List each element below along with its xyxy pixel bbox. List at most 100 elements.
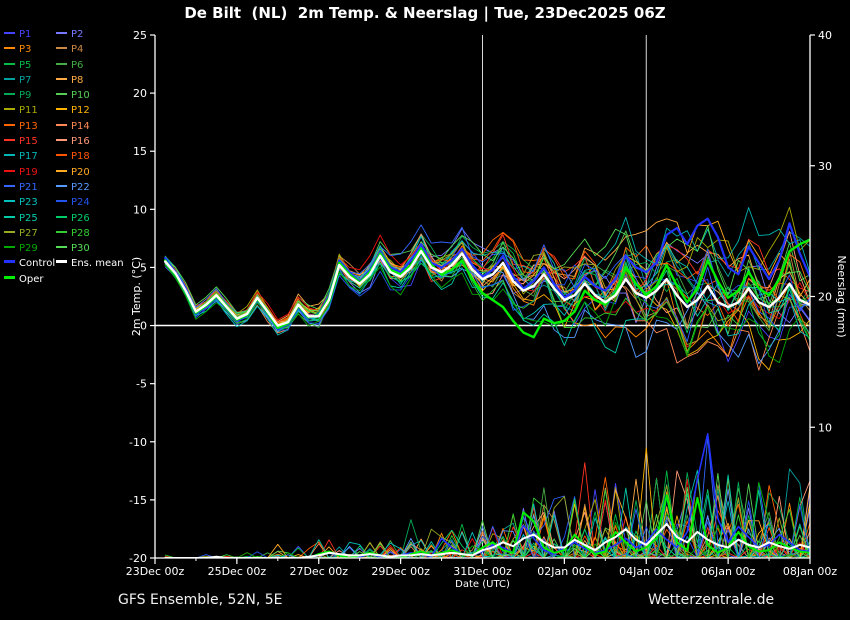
x-axis-label: Date (UTC) [455,579,510,590]
x-tick-label: 23Dec 00z [126,565,185,578]
legend-item-p25: P25 [4,211,56,226]
legend-line-swatch [4,123,15,126]
legend-line-swatch [56,230,67,233]
legend-line-swatch [56,123,67,126]
legend-label: P6 [71,59,84,71]
ensemble-member-precip-line [164,474,810,558]
y-left-tick-label: 0 [140,320,147,333]
y-left-tick-label: -10 [129,436,147,449]
legend-label: P23 [19,197,38,209]
legend-item-p17: P17 [4,149,56,164]
legend-item-p13: P13 [4,119,56,134]
legend-line-swatch [4,62,15,65]
x-tick-label: 04Jan 00z [619,565,673,578]
legend: P1 P2 P3 P4 P5 P6 P7 P8 P9 P10 P11 P12 P13 P14 P15 P16 P… [4,27,152,287]
x-tick-label: 06Jan 00z [701,565,755,578]
legend-line-swatch [4,275,15,279]
legend-item-oper: Oper [4,272,56,287]
legend-line-swatch [56,139,67,142]
legend-item-p27: P27 [4,226,56,241]
legend-label: Control [19,258,56,270]
legend-item-p3: P3 [4,42,56,57]
legend-item-p4: P4 [56,42,152,57]
legend-label: P11 [19,105,38,117]
legend-label: P3 [19,44,32,56]
legend-line-swatch [4,200,15,203]
y-left-tick-label: 10 [133,203,147,216]
legend-line-swatch [56,246,67,249]
legend-line-swatch [4,77,15,80]
ensemble-member-precip-line [164,489,810,558]
legend-label: P19 [19,166,38,178]
legend-line-swatch [56,260,67,264]
legend-item-p6: P6 [56,58,152,73]
legend-label: P17 [19,151,38,163]
legend-label: P16 [71,136,90,148]
y-left-tick-label: 20 [133,87,147,100]
x-tick-label: 08Jan 00z [783,565,837,578]
x-tick-label: 27Dec 00z [289,565,348,578]
page-title: De Bilt (NL) 2m Temp. & Neerslag | Tue, … [184,4,666,22]
legend-item-ens-mean: Ens. mean [56,256,152,271]
legend-label: P30 [71,243,90,255]
legend-item-p8: P8 [56,73,152,88]
ensemble-member-temp-line [164,234,810,348]
ensemble-member-precip-line [164,487,810,558]
legend-line-swatch [56,200,67,203]
ens-mean-temp-line [163,249,810,327]
legend-label: P28 [71,227,90,239]
model-info-text: GFS Ensemble, 52N, 5E [118,592,283,608]
source-credit-text: Wetterzentrale.de [648,592,775,608]
legend-label: P12 [71,105,90,117]
legend-item-p18: P18 [56,149,152,164]
legend-item-p15: P15 [4,134,56,149]
legend-label: P15 [19,136,38,148]
legend-item-p19: P19 [4,165,56,180]
legend-item-p1: P1 [4,27,56,42]
legend-label: P24 [71,197,90,209]
legend-label: P5 [19,59,32,71]
x-tick-label: 29Dec 00z [371,565,430,578]
legend-label: P18 [71,151,90,163]
legend-label: P20 [71,166,90,178]
legend-line-swatch [56,47,67,50]
y-left-tick-label: -5 [136,378,147,391]
legend-label: Oper [19,273,44,285]
legend-item-p20: P20 [56,165,152,180]
y-right-tick-label: 40 [818,29,832,42]
legend-label: P9 [19,90,32,102]
legend-label: Ens. mean [71,258,124,270]
ensemble-member-precip-line [164,489,810,558]
ensemble-member-precip-line [164,481,810,558]
legend-item-p30: P30 [56,241,152,256]
legend-label: P26 [71,212,90,224]
legend-line-swatch [56,184,67,187]
x-tick-label: 25Dec 00z [208,565,267,578]
y-right-tick-label: 10 [818,421,832,434]
legend-item-p12: P12 [56,103,152,118]
ensemble-member-precip-line [164,488,810,558]
legend-line-swatch [56,215,67,218]
legend-line-swatch [4,184,15,187]
legend-item-p24: P24 [56,195,152,210]
oper-precip-line [164,494,810,558]
y-left-tick-label: 5 [140,261,147,274]
legend-line-swatch [4,169,15,172]
legend-label: P10 [71,90,90,102]
legend-label: P21 [19,181,38,193]
legend-label: P8 [71,74,84,86]
legend-line-swatch [4,47,15,50]
legend-line-swatch [4,260,15,264]
legend-label: P27 [19,227,38,239]
ensemble-member-precip-line [164,503,810,558]
y-left-axis-label: 2m Temp. (°C) [130,257,143,336]
legend-item-p9: P9 [4,88,56,103]
y-right-axis-label: Neerslag (mm) [835,255,848,337]
ensemble-member-precip-line [164,489,810,558]
y-left-tick-label: -15 [129,494,147,507]
legend-item-p22: P22 [56,180,152,195]
legend-item-p10: P10 [56,88,152,103]
y-right-tick-label: 20 [818,291,832,304]
legend-item-p7: P7 [4,73,56,88]
legend-line-swatch [56,93,67,96]
